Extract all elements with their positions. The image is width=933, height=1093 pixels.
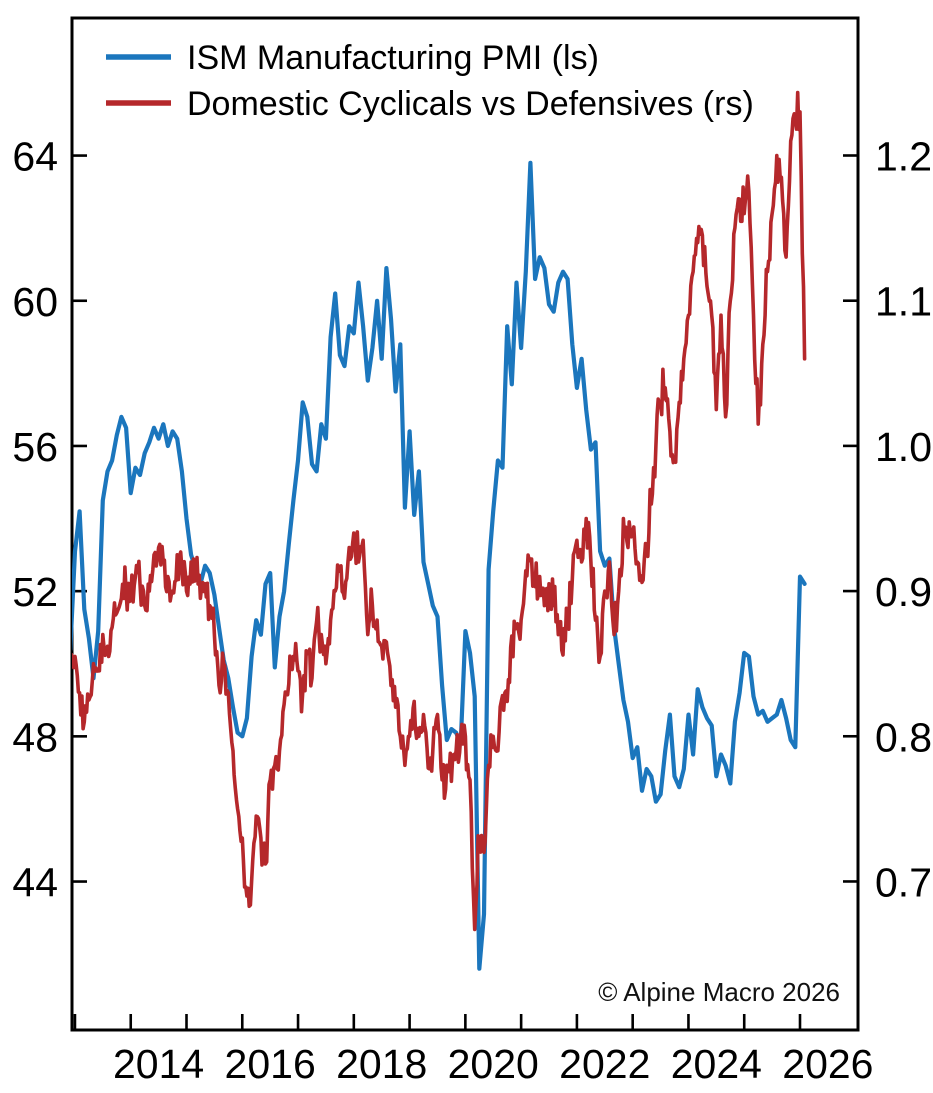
copyright-watermark: © Alpine Macro 2026 — [598, 977, 840, 1007]
ism-pmi-line — [72, 160, 807, 971]
x-axis-tick-label: 2014 — [113, 1041, 204, 1087]
legend: ISM Manufacturing PMI (ls) Domestic Cycl… — [106, 39, 754, 123]
x-axis-tick-label: 2016 — [225, 1041, 316, 1087]
right-axis-tick-label: 1.1 — [875, 279, 932, 325]
x-axis-tick-label: 2024 — [671, 1041, 762, 1087]
right-axis-tick-label: 0.7 — [875, 859, 932, 905]
legend-label-ism: ISM Manufacturing PMI (ls) — [187, 39, 599, 77]
left-axis-tick-label: 60 — [12, 279, 58, 325]
right-axis-tick-label: 1.0 — [875, 424, 932, 470]
left-axis-tick-label: 48 — [12, 714, 58, 760]
x-axis-tick-label: 2026 — [782, 1041, 873, 1087]
right-axis-tick-label: 1.2 — [875, 133, 932, 179]
series-layer — [72, 90, 807, 971]
x-axis-tick-label: 2018 — [336, 1041, 427, 1087]
legend-label-cyclicals: Domestic Cyclicals vs Defensives (rs) — [187, 85, 754, 123]
right-axis-tick-label: 0.8 — [875, 714, 932, 760]
right-axis-tick-label: 0.9 — [875, 569, 932, 615]
x-axis-tick-label: 2020 — [448, 1041, 539, 1087]
left-axis-tick-label: 56 — [12, 424, 58, 470]
axis-tick-labels: 64 60 56 52 48 44 1.2 1.1 1.0 0.9 0.8 0.7 2014 2016 20… — [12, 133, 932, 1087]
cyclicals-vs-defensives-line — [72, 90, 807, 932]
plot-border — [70, 16, 860, 1032]
axis-ticks — [72, 154, 858, 1030]
left-axis-tick-label: 44 — [12, 860, 58, 906]
left-axis-tick-label: 52 — [12, 569, 58, 615]
x-axis-tick-label: 2022 — [559, 1041, 650, 1087]
left-axis-tick-label: 64 — [12, 134, 58, 180]
